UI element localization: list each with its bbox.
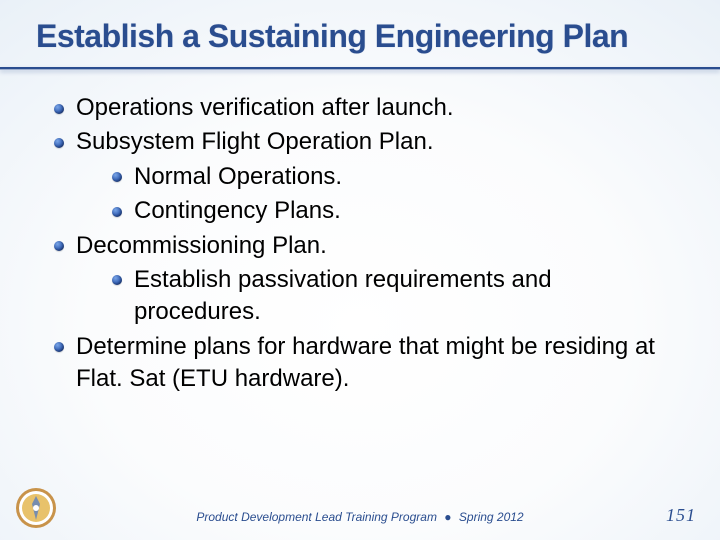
bullet-list: Operations verification after launch. Su… bbox=[40, 92, 684, 396]
bullet-item: Determine plans for hardware that might … bbox=[54, 331, 684, 396]
title-underline bbox=[0, 67, 720, 70]
footer-term: Spring 2012 bbox=[459, 510, 524, 524]
page-number: 151 bbox=[666, 505, 696, 526]
bullet-text: Normal Operations. bbox=[134, 163, 342, 190]
bullet-text: Establish passivation requirements and p… bbox=[134, 266, 552, 325]
bullet-text: Operations verification after launch. bbox=[76, 94, 454, 121]
bullet-text: Determine plans for hardware that might … bbox=[76, 333, 655, 392]
sub-bullet-item: Normal Operations. bbox=[112, 161, 684, 193]
sub-bullet-list: Normal Operations. Contingency Plans. bbox=[76, 161, 684, 228]
sub-bullet-item: Establish passivation requirements and p… bbox=[112, 264, 684, 329]
footer-program: Product Development Lead Training Progra… bbox=[196, 510, 437, 524]
slide: Establish a Sustaining Engineering Plan … bbox=[0, 0, 720, 540]
content-area: Operations verification after launch. Su… bbox=[36, 92, 684, 396]
bullet-text: Contingency Plans. bbox=[134, 197, 341, 224]
bullet-item: Subsystem Flight Operation Plan. Normal … bbox=[54, 126, 684, 227]
footer: Product Development Lead Training Progra… bbox=[0, 510, 720, 524]
bullet-item: Operations verification after launch. bbox=[54, 92, 684, 124]
sub-bullet-item: Contingency Plans. bbox=[112, 195, 684, 227]
bullet-item: Decommissioning Plan. Establish passivat… bbox=[54, 230, 684, 329]
slide-title: Establish a Sustaining Engineering Plan bbox=[36, 18, 684, 65]
bullet-text: Subsystem Flight Operation Plan. bbox=[76, 128, 434, 155]
sub-bullet-list: Establish passivation requirements and p… bbox=[76, 264, 684, 329]
footer-separator: ● bbox=[440, 510, 455, 524]
bullet-text: Decommissioning Plan. bbox=[76, 232, 327, 259]
